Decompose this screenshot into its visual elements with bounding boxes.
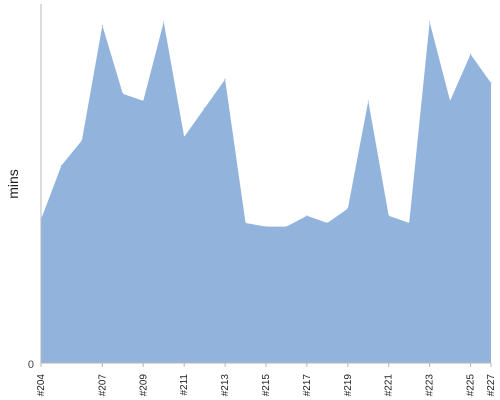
x-tick-227: #227: [486, 374, 497, 397]
data-point-215: [265, 225, 267, 228]
label-layer: mins 0#204 #207 #209 #211 #213 #215 #217 #219 #22…: [5, 169, 497, 396]
plot-layer: [40, 21, 492, 363]
data-point-216: [285, 225, 288, 228]
x-tick-221: #221: [384, 374, 395, 397]
data-point-205: [60, 164, 63, 167]
data-point-220: [367, 100, 369, 102]
data-point-222: [408, 222, 410, 224]
data-point-223: [429, 21, 431, 23]
data-point-217: [306, 215, 308, 217]
y-axis-label: mins: [5, 169, 21, 199]
data-point-221: [388, 215, 390, 217]
data-point-209: [142, 100, 144, 102]
x-tick-219: #219: [343, 374, 354, 397]
data-point-206: [81, 139, 83, 142]
x-tick-217: #217: [302, 374, 313, 397]
data-point-214: [244, 222, 247, 224]
data-point-219: [347, 208, 349, 210]
x-tick-204: #204: [36, 374, 47, 397]
data-point-212: [204, 107, 206, 109]
data-point-207: [101, 24, 103, 27]
x-tick-211: #211: [179, 374, 190, 396]
x-tick-215: #215: [261, 374, 272, 397]
data-point-211: [183, 136, 185, 138]
y-tick-0: 0: [28, 359, 34, 371]
data-point-213: [224, 78, 226, 80]
data-point-210: [163, 21, 165, 23]
data-point-218: [326, 222, 328, 224]
x-tick-213: #213: [220, 374, 231, 397]
area-series: [41, 21, 491, 363]
data-point-225: [469, 53, 472, 55]
data-point-224: [449, 100, 451, 102]
data-point-208: [122, 93, 124, 95]
x-tick-225: #225: [466, 374, 477, 397]
x-tick-223: #223: [425, 374, 436, 397]
x-tick-209: #209: [138, 374, 149, 397]
data-point-226: [490, 82, 492, 84]
x-tick-207: #207: [97, 374, 108, 397]
axis-layer: [40, 4, 492, 367]
